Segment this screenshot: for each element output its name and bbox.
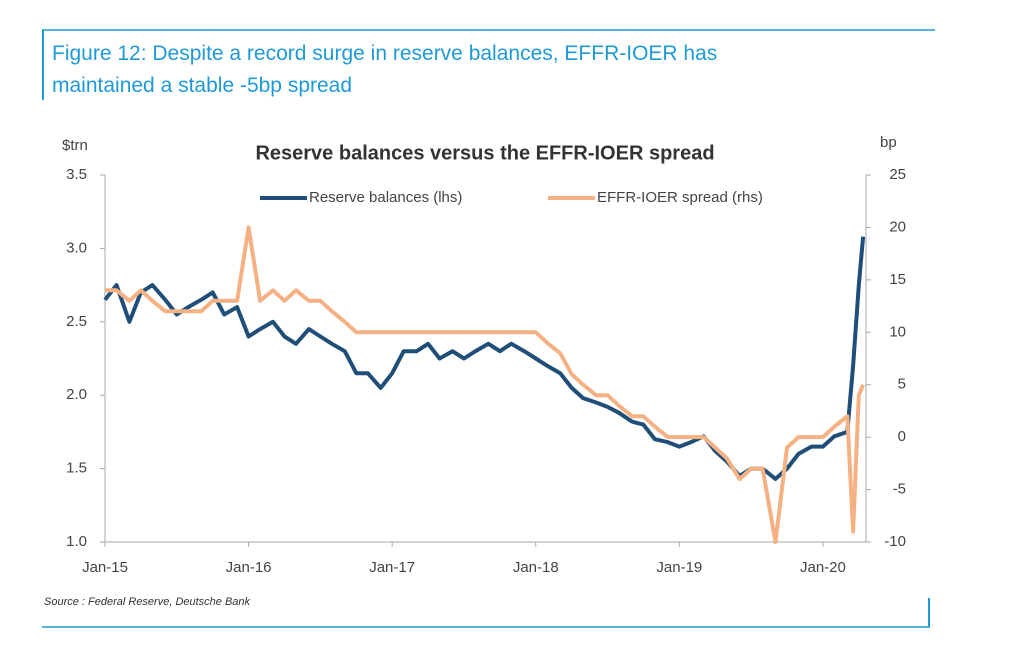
y2-tick-label: -5 (893, 481, 906, 498)
y2-tick-label: 0 (898, 428, 906, 445)
x-tick-label: Jan-17 (369, 559, 415, 576)
y2-tick-label: 5 (898, 376, 906, 393)
x-tick-label: Jan-20 (800, 559, 846, 576)
y-tick-label: 2.5 (66, 313, 87, 330)
y2-tick-label: 20 (889, 218, 906, 235)
figure-caption: maintained a stable -5bp spread (52, 74, 353, 97)
figure-caption: Figure 12: Despite a record surge in res… (52, 42, 718, 65)
y-tick-label: 2.0 (66, 386, 87, 403)
y-tick-label: 3.0 (66, 239, 87, 256)
y-tick-label: 1.0 (66, 533, 87, 550)
legend-label: EFFR-IOER spread (rhs) (597, 189, 763, 206)
y2-tick-label: -10 (884, 533, 906, 550)
y2-axis-label: bp (880, 134, 897, 151)
y-axis-label: $trn (62, 137, 88, 154)
y-tick-label: 3.5 (66, 166, 87, 183)
x-tick-label: Jan-18 (513, 559, 559, 576)
x-tick-label: Jan-15 (82, 559, 128, 576)
source-note: Source : Federal Reserve, Deutsche Bank (44, 596, 251, 608)
series-line (103, 236, 866, 481)
y-tick-label: 1.5 (66, 460, 87, 477)
y2-tick-label: 10 (889, 323, 906, 340)
x-tick-label: Jan-16 (226, 559, 272, 576)
x-tick-label: Jan-19 (656, 559, 702, 576)
series-line (105, 225, 865, 544)
chart-title: Reserve balances versus the EFFR-IOER sp… (255, 142, 714, 164)
legend-label: Reserve balances (lhs) (309, 189, 462, 206)
y2-tick-label: 25 (889, 166, 906, 183)
y2-tick-label: 15 (889, 271, 906, 288)
